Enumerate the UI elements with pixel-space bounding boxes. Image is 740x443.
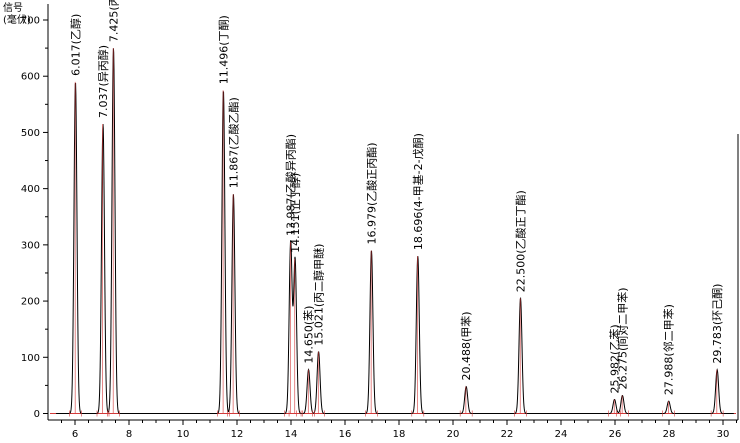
y-tick-label: 700 (21, 16, 40, 27)
y-axis-label-line-1: 信号 (3, 2, 23, 14)
peak-label: 7.425(丙酮) (107, 0, 120, 42)
peak-label: 16.979(乙酸正丙酯) (364, 142, 378, 244)
x-tick-label: 20 (447, 429, 460, 440)
x-tick-label: 26 (609, 429, 622, 440)
peak-label: 25.982(乙苯) (608, 324, 622, 393)
y-tick-label: 0 (34, 409, 40, 420)
y-tick-label: 400 (21, 184, 40, 195)
chromatogram-marks (50, 48, 736, 417)
peak-label: 6.017(乙醇) (68, 14, 82, 76)
y-axis-label-line-2: (毫伏) (3, 13, 31, 26)
x-tick-label: 18 (393, 429, 406, 440)
peak-label: 15.021(丙二醇甲醚) (312, 244, 326, 346)
x-tick-label: 30 (717, 429, 730, 440)
peak-label: 22.500(乙酸正丁酯) (514, 190, 528, 292)
peak-labels: 6.017(乙醇) 7.037(异丙醇) 7.425(丙酮) 11.496(丁酮) 11… (68, 0, 724, 395)
peak-label: 26.275(间对二甲苯) (615, 287, 629, 389)
y-tick-label: 200 (21, 297, 40, 308)
x-tick-label: 22 (501, 429, 514, 440)
x-tick-label: 14 (285, 429, 298, 440)
x-tick-label: 24 (555, 429, 568, 440)
x-tick-label: 16 (339, 429, 352, 440)
y-tick-label: 500 (21, 128, 40, 139)
y-tick-label: 600 (21, 72, 40, 83)
peak-label: 14.151(正丁醇) (288, 173, 302, 253)
peak-label: 13.987(乙酸异丙酯) (284, 134, 298, 236)
x-tick-label: 10 (177, 429, 190, 440)
chromatogram-trace (56, 48, 734, 414)
x-tick-label: 6 (72, 429, 78, 440)
x-tick-label: 12 (231, 429, 244, 440)
y-tick-label: 100 (21, 353, 40, 364)
y-tick-label: 300 (21, 240, 40, 251)
peak-label: 7.037(异丙醇) (96, 45, 110, 118)
peak-label: 27.988(邻二甲苯) (662, 304, 676, 395)
x-tick-label: 28 (663, 429, 676, 440)
peak-label: 14.650(苯) (302, 306, 316, 364)
x-tick-label: 8 (126, 429, 132, 440)
peak-label: 18.696(4-甲基-2-戊酮) (412, 133, 425, 250)
peak-label: 11.867(乙酸乙酯) (226, 97, 240, 188)
peak-label: 20.488(甲苯) (459, 311, 473, 380)
axes: 6 8 10 12 14 16 18 20 22 24 26 28 300100200300400500… (21, 4, 739, 440)
peak-label: 11.496(丁酮) (217, 15, 230, 84)
peak-label: 29.783(环己酮) (711, 284, 724, 364)
